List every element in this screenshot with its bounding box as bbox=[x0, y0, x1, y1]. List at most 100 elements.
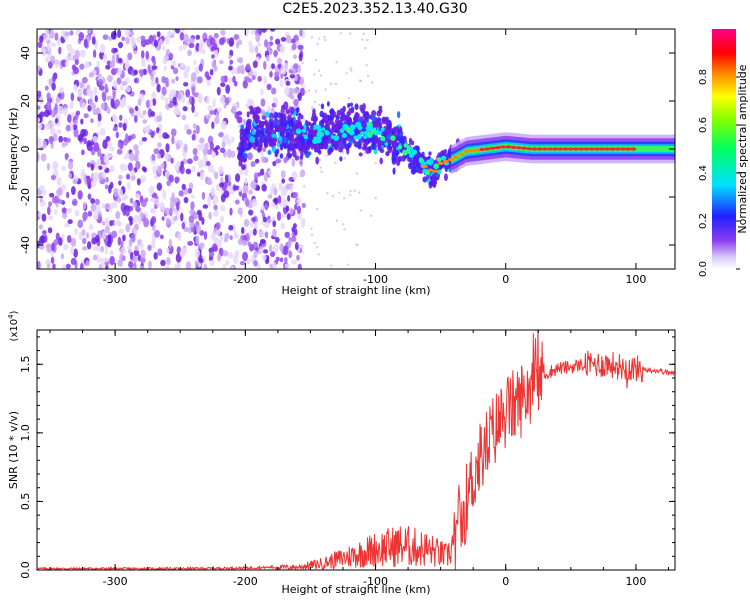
noise-mark bbox=[159, 201, 165, 211]
noise-mark bbox=[353, 189, 356, 192]
noise-mark bbox=[67, 160, 74, 170]
noise-mark bbox=[161, 216, 165, 221]
noise-mark bbox=[140, 175, 146, 183]
noise-mark bbox=[45, 56, 50, 63]
signal-mark bbox=[394, 126, 400, 132]
signal-mark bbox=[431, 173, 436, 182]
noise-mark bbox=[271, 87, 277, 95]
signal-mark bbox=[319, 110, 324, 118]
noise-mark bbox=[251, 75, 256, 81]
signal-peak-mark bbox=[422, 168, 427, 173]
noise-mark bbox=[50, 126, 56, 136]
noise-mark bbox=[286, 212, 291, 221]
noise-mark bbox=[211, 54, 215, 59]
signal-core-mark bbox=[422, 164, 429, 168]
noise-mark bbox=[349, 32, 352, 35]
signal-mark bbox=[428, 151, 432, 156]
noise-mark bbox=[198, 159, 204, 169]
noise-mark bbox=[72, 54, 77, 61]
noise-mark bbox=[106, 106, 111, 114]
noise-mark bbox=[91, 236, 97, 245]
noise-mark bbox=[207, 105, 213, 112]
signal-mark bbox=[254, 115, 260, 123]
noise-mark bbox=[104, 249, 109, 255]
noise-mark bbox=[349, 67, 352, 70]
signal-mark bbox=[370, 114, 376, 122]
signal-mark bbox=[365, 116, 369, 123]
noise-mark bbox=[297, 197, 300, 200]
signal-peak-mark bbox=[317, 132, 323, 139]
noise-mark bbox=[87, 29, 92, 34]
noise-mark bbox=[190, 72, 197, 82]
signal-mark bbox=[300, 114, 304, 120]
noise-mark bbox=[70, 186, 76, 196]
noise-mark bbox=[323, 35, 326, 38]
noise-mark bbox=[298, 158, 301, 161]
noise-mark bbox=[246, 63, 251, 70]
noise-mark bbox=[280, 37, 287, 42]
signal-mark bbox=[305, 152, 310, 159]
noise-mark bbox=[287, 195, 291, 202]
noise-mark bbox=[151, 91, 157, 101]
noise-mark bbox=[238, 186, 242, 193]
noise-mark bbox=[117, 67, 123, 76]
noise-mark bbox=[225, 97, 230, 106]
noise-mark bbox=[51, 242, 55, 252]
noise-mark bbox=[37, 65, 41, 72]
noise-mark bbox=[140, 50, 145, 59]
noise-mark bbox=[66, 43, 73, 52]
signal-mark bbox=[305, 121, 311, 127]
noise-mark bbox=[355, 243, 358, 246]
signal-mark bbox=[302, 144, 306, 153]
noise-mark bbox=[181, 183, 186, 191]
noise-mark bbox=[87, 210, 93, 217]
noise-mark bbox=[51, 109, 55, 117]
noise-mark bbox=[57, 186, 63, 197]
noise-mark bbox=[63, 243, 69, 251]
noise-mark bbox=[57, 105, 64, 115]
signal-core-mark bbox=[520, 146, 527, 150]
signal-mark bbox=[324, 123, 329, 129]
noise-mark bbox=[37, 117, 41, 123]
noise-mark bbox=[79, 49, 86, 58]
noise-mark bbox=[118, 180, 122, 186]
noise-mark bbox=[107, 234, 112, 244]
noise-mark bbox=[310, 227, 313, 230]
noise-mark bbox=[67, 114, 72, 123]
noise-mark bbox=[123, 154, 128, 160]
signal-mark bbox=[281, 125, 286, 132]
noise-mark bbox=[331, 195, 334, 198]
noise-mark bbox=[39, 35, 44, 44]
noise-mark bbox=[140, 35, 146, 41]
noise-mark bbox=[171, 60, 177, 67]
signal-mark bbox=[298, 136, 304, 143]
noise-mark bbox=[109, 181, 114, 189]
noise-mark bbox=[41, 189, 47, 195]
noise-mark bbox=[166, 180, 172, 187]
noise-mark bbox=[224, 174, 229, 184]
signal-mark bbox=[267, 149, 272, 156]
noise-mark bbox=[127, 52, 133, 61]
signal-mark bbox=[308, 134, 313, 141]
noise-mark bbox=[72, 179, 78, 185]
noise-mark bbox=[272, 243, 279, 254]
noise-mark bbox=[374, 162, 377, 165]
noise-mark bbox=[220, 120, 227, 130]
noise-mark bbox=[157, 153, 161, 160]
noise-mark bbox=[279, 243, 284, 252]
noise-mark bbox=[179, 62, 185, 69]
noise-mark bbox=[89, 97, 93, 107]
noise-mark bbox=[128, 238, 133, 247]
noise-mark bbox=[194, 248, 200, 258]
noise-mark bbox=[343, 157, 346, 160]
noise-mark bbox=[191, 86, 195, 96]
signal-mark bbox=[421, 151, 425, 157]
noise-mark bbox=[110, 30, 117, 40]
noise-mark bbox=[188, 95, 193, 105]
noise-mark bbox=[231, 136, 235, 143]
noise-mark bbox=[154, 204, 158, 210]
noise-mark bbox=[267, 194, 273, 199]
signal-mark bbox=[242, 141, 247, 150]
noise-mark bbox=[106, 95, 113, 101]
